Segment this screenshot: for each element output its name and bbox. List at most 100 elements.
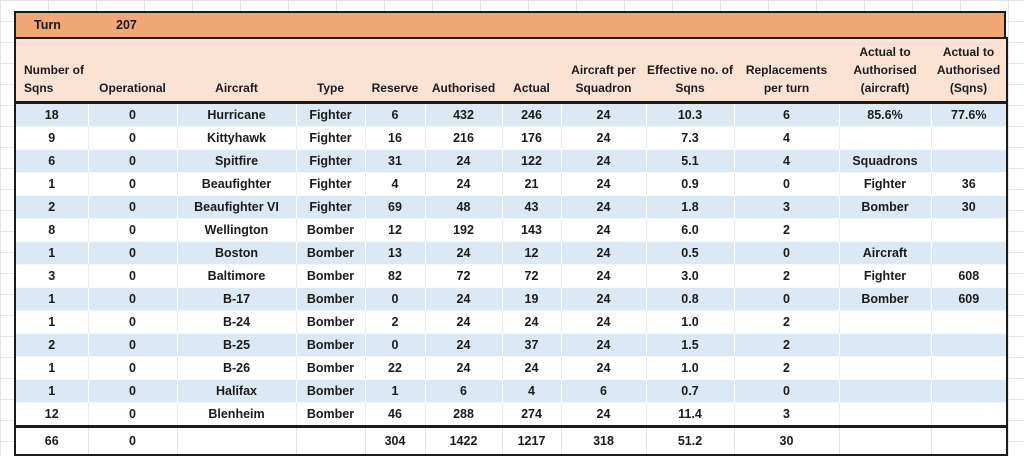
data-cell[interactable]: 43 (502, 195, 562, 219)
data-cell[interactable]: 24 (502, 310, 562, 334)
data-cell[interactable]: 1 (15, 379, 89, 403)
data-cell[interactable]: 24 (425, 310, 503, 334)
data-cell[interactable]: 82 (365, 264, 426, 288)
data-cell[interactable]: 122 (502, 149, 562, 173)
data-cell[interactable]: 9 (15, 126, 89, 150)
data-cell[interactable]: Fighter (839, 172, 932, 196)
data-cell[interactable]: 24 (561, 218, 647, 242)
data-cell[interactable]: 0.8 (646, 287, 735, 311)
data-cell[interactable]: Baltimore (177, 264, 297, 288)
data-cell[interactable]: 2 (734, 264, 840, 288)
header-cell[interactable]: Aircraft (177, 38, 296, 104)
data-cell[interactable] (839, 126, 932, 150)
data-cell[interactable]: 18 (15, 102, 89, 127)
total-cell[interactable]: 66 (15, 424, 89, 455)
header-cell[interactable]: Aircraft per Squadron (561, 38, 646, 104)
data-cell[interactable]: 3 (15, 264, 89, 288)
header-cell[interactable]: Actual to Authorised (Sqns) (931, 38, 1007, 104)
header-cell[interactable]: Actual (502, 38, 561, 104)
data-cell[interactable]: 21 (502, 172, 562, 196)
data-cell[interactable]: 0 (88, 149, 178, 173)
data-cell[interactable]: 24 (561, 356, 647, 380)
total-cell[interactable] (839, 424, 932, 455)
data-cell[interactable]: 24 (561, 172, 647, 196)
turn-label-cell[interactable]: Turn (34, 18, 61, 32)
data-cell[interactable]: 0 (88, 264, 178, 288)
total-cell[interactable]: 0 (88, 424, 178, 455)
data-cell[interactable] (839, 310, 932, 334)
data-cell[interactable]: 0 (88, 402, 178, 427)
header-cell[interactable]: Authorised (425, 38, 502, 104)
data-cell[interactable]: 3.0 (646, 264, 735, 288)
data-cell[interactable]: Fighter (296, 172, 366, 196)
data-cell[interactable]: Spitfire (177, 149, 297, 173)
data-cell[interactable]: 4 (734, 149, 840, 173)
data-cell[interactable]: 3 (734, 195, 840, 219)
data-cell[interactable]: 6 (365, 102, 426, 127)
data-cell[interactable]: 246 (502, 102, 562, 127)
data-cell[interactable]: 4 (734, 126, 840, 150)
data-cell[interactable]: Wellington (177, 218, 297, 242)
data-cell[interactable]: Bomber (296, 218, 366, 242)
data-cell[interactable]: 2 (734, 218, 840, 242)
data-cell[interactable]: 1 (15, 241, 89, 265)
data-cell[interactable]: 1 (15, 356, 89, 380)
data-cell[interactable]: 24 (425, 333, 503, 357)
data-cell[interactable]: 1.5 (646, 333, 735, 357)
data-cell[interactable]: Bomber (839, 287, 932, 311)
data-cell[interactable]: 192 (425, 218, 503, 242)
data-cell[interactable]: Bomber (296, 241, 366, 265)
data-cell[interactable]: 12 (502, 241, 562, 265)
data-cell[interactable]: 2 (734, 310, 840, 334)
data-cell[interactable]: Squadrons (839, 149, 932, 173)
total-cell[interactable]: 1217 (502, 424, 562, 455)
data-cell[interactable]: Bomber (296, 356, 366, 380)
data-cell[interactable]: Halifax (177, 379, 297, 403)
data-cell[interactable]: 24 (561, 333, 647, 357)
data-cell[interactable]: 0 (88, 287, 178, 311)
data-cell[interactable]: 0 (88, 126, 178, 150)
data-cell[interactable]: 46 (365, 402, 426, 427)
total-cell[interactable] (296, 424, 366, 455)
data-cell[interactable]: 1 (15, 287, 89, 311)
data-cell[interactable]: B-25 (177, 333, 297, 357)
data-cell[interactable]: 24 (425, 149, 503, 173)
data-cell[interactable]: 2 (734, 333, 840, 357)
data-cell[interactable]: 6 (734, 102, 840, 127)
data-cell[interactable]: Hurricane (177, 102, 297, 127)
data-cell[interactable]: 1.8 (646, 195, 735, 219)
data-cell[interactable]: 24 (425, 172, 503, 196)
data-cell[interactable]: 1 (15, 310, 89, 334)
data-cell[interactable]: Fighter (296, 102, 366, 127)
total-cell[interactable]: 318 (561, 424, 647, 455)
data-cell[interactable]: 24 (561, 264, 647, 288)
data-cell[interactable]: 0.7 (646, 379, 735, 403)
data-cell[interactable]: Fighter (296, 149, 366, 173)
data-cell[interactable]: 6 (425, 379, 503, 403)
data-cell[interactable]: 1.0 (646, 356, 735, 380)
data-cell[interactable]: 1.0 (646, 310, 735, 334)
data-cell[interactable]: Beaufighter (177, 172, 297, 196)
data-cell[interactable]: 0 (734, 287, 840, 311)
data-cell[interactable]: 0 (88, 195, 178, 219)
data-cell[interactable]: 6.0 (646, 218, 735, 242)
data-cell[interactable]: 0 (88, 218, 178, 242)
data-cell[interactable] (839, 218, 932, 242)
data-cell[interactable]: 274 (502, 402, 562, 427)
data-cell[interactable] (839, 333, 932, 357)
data-cell[interactable]: 24 (561, 402, 647, 427)
data-cell[interactable]: 24 (425, 287, 503, 311)
data-cell[interactable]: Fighter (296, 195, 366, 219)
data-cell[interactable]: Bomber (296, 333, 366, 357)
data-cell[interactable]: 0 (365, 287, 426, 311)
data-cell[interactable]: 0 (365, 333, 426, 357)
total-cell[interactable] (931, 424, 1007, 455)
data-cell[interactable] (931, 149, 1008, 173)
data-cell[interactable]: Aircraft (839, 241, 932, 265)
data-cell[interactable]: 24 (561, 149, 647, 173)
data-cell[interactable]: 0 (734, 172, 840, 196)
data-cell[interactable] (931, 218, 1008, 242)
data-cell[interactable]: 48 (425, 195, 503, 219)
data-cell[interactable]: B-26 (177, 356, 297, 380)
data-cell[interactable] (839, 402, 932, 427)
